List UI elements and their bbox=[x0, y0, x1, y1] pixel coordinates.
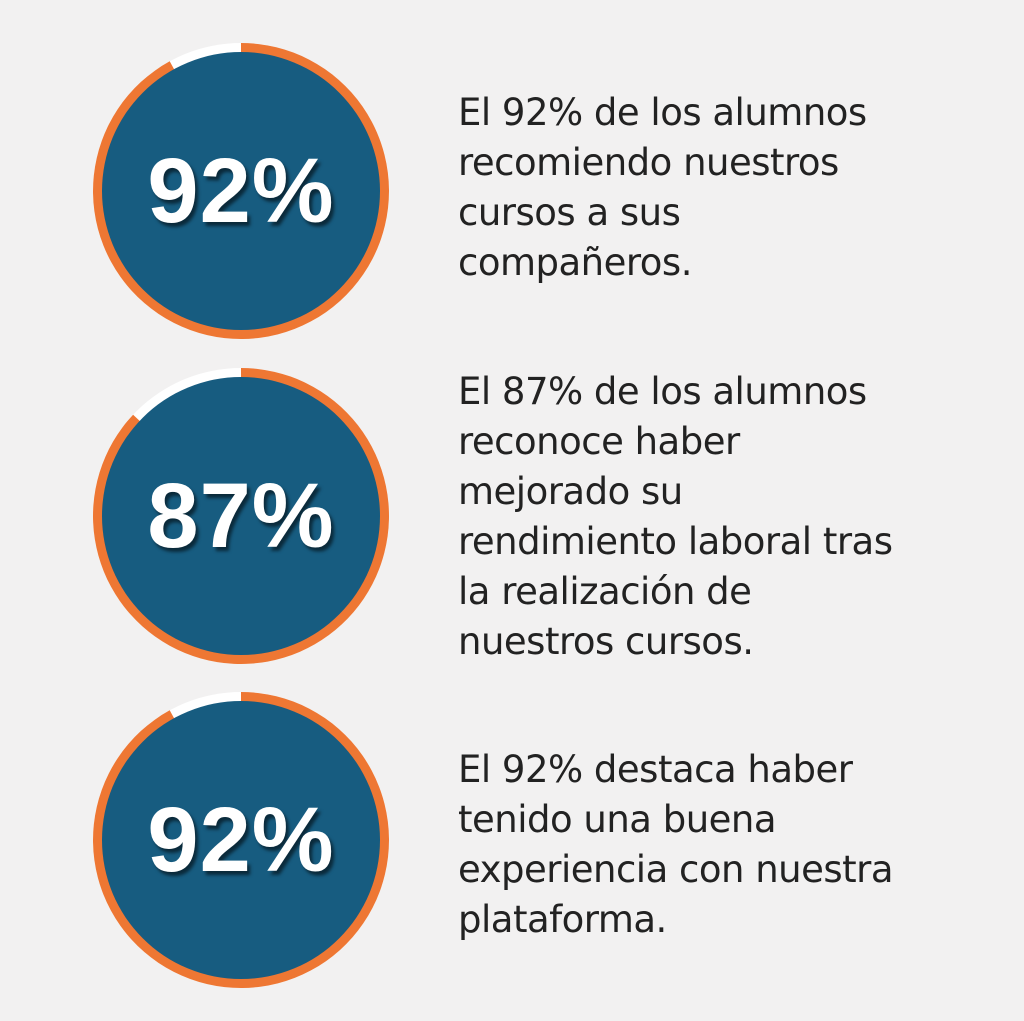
stat-description-line: mejorado su bbox=[458, 470, 683, 513]
progress-ring-graphic bbox=[93, 368, 390, 664]
stat-description-line: compañeros. bbox=[458, 241, 692, 284]
progress-ring: 92% bbox=[88, 687, 394, 993]
stat-value: 87% bbox=[147, 464, 335, 567]
progress-ring: 87% bbox=[88, 363, 394, 669]
stat-description-line: nuestros cursos. bbox=[458, 620, 754, 663]
ring-disc bbox=[102, 52, 380, 330]
stat-description-line: El 92% destaca haber bbox=[458, 748, 853, 791]
stat-description: El 92% de los alumnos recomiendo nuestro… bbox=[458, 88, 938, 288]
progress-ring-graphic bbox=[93, 43, 390, 339]
stat-value: 92% bbox=[147, 788, 335, 891]
stat-value: 92% bbox=[147, 139, 335, 242]
stat-description-line: recomiendo nuestros bbox=[458, 141, 839, 184]
progress-ring-graphic bbox=[93, 692, 390, 988]
stat-description-line: El 92% de los alumnos bbox=[458, 91, 867, 134]
stat-description-line: cursos a sus bbox=[458, 191, 681, 234]
ring-disc bbox=[102, 701, 380, 979]
progress-ring: 92% bbox=[88, 38, 394, 344]
stat-description-line: plataforma. bbox=[458, 898, 667, 941]
stat-description-line: tenido una buena bbox=[458, 798, 777, 841]
stat-description: El 92% destaca haber tenido una buena ex… bbox=[458, 745, 938, 945]
stat-description-line: la realización de bbox=[458, 570, 752, 613]
stat-description: El 87% de los alumnos reconoce haber mej… bbox=[458, 367, 938, 667]
ring-disc bbox=[102, 377, 380, 655]
stat-description-line: experiencia con nuestra bbox=[458, 848, 894, 891]
stat-description-line: El 87% de los alumnos bbox=[458, 370, 867, 413]
stat-description-line: reconoce haber bbox=[458, 420, 740, 463]
stat-description-line: rendimiento laboral tras bbox=[458, 520, 893, 563]
